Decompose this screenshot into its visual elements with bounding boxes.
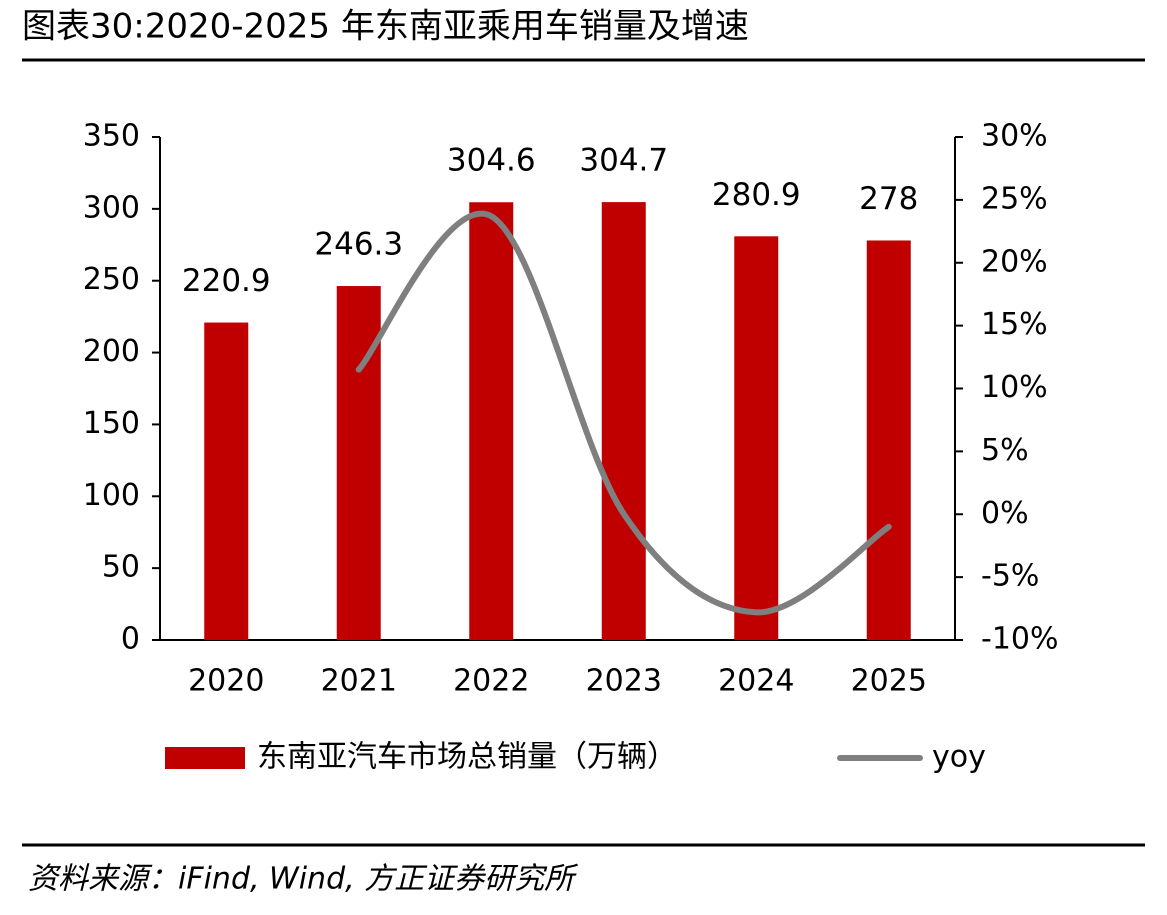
y2-tick-label: 0% [981,496,1029,531]
y2-tick-label: -10% [981,622,1059,657]
bar [601,202,646,640]
x-tick-label: 2023 [586,664,662,699]
y-tick-label: 0 [121,622,140,657]
y-tick-label: 250 [83,262,140,297]
x-tick-label: 2022 [453,664,529,699]
x-tick-label: 2024 [718,664,794,699]
bar [469,202,514,641]
data-label: 220.9 [182,263,271,299]
x-tick-label: 2020 [188,664,264,699]
data-label: 304.6 [447,143,536,179]
legend-swatch [165,747,245,769]
legend-label: yoy [932,740,986,775]
y2-tick-label: 25% [981,181,1048,216]
chart-title: 图表30:2020-2025 年东南亚乘用车销量及增速 [22,7,749,47]
data-label: 246.3 [314,227,403,263]
bar [336,286,381,640]
y2-tick-label: -5% [981,559,1039,594]
bar [204,322,249,640]
bar [734,236,779,640]
y2-tick-label: 15% [981,307,1048,342]
y2-tick-label: 30% [981,119,1048,154]
data-label: 280.9 [712,177,801,213]
y-tick-label: 50 [102,550,140,585]
y-tick-label: 150 [83,406,140,441]
y2-tick-label: 20% [981,244,1048,279]
legend-label: 东南亚汽车市场总销量（万辆） [257,740,677,775]
line [355,210,892,616]
x-tick-label: 2021 [321,664,397,699]
y2-tick-label: 10% [981,370,1048,405]
bar [866,240,911,640]
y-tick-label: 350 [83,119,140,154]
data-label: 304.7 [579,143,668,179]
data-label: 278 [859,181,918,217]
y-tick-label: 200 [83,334,140,369]
x-tick-label: 2025 [851,664,927,699]
y-tick-label: 100 [83,478,140,513]
y-tick-label: 300 [83,190,140,225]
y2-tick-label: 5% [981,433,1029,468]
source-note: 资料来源：iFind, Wind, 方正证券研究所 [28,862,578,897]
